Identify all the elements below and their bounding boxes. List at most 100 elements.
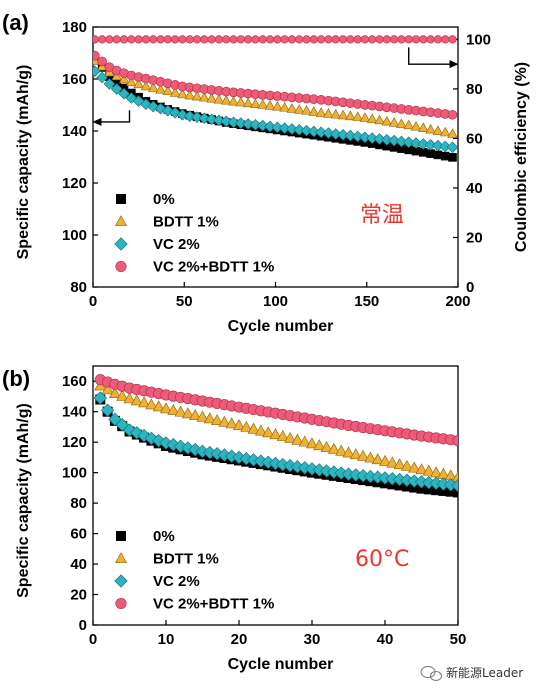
data-point [446,141,458,154]
data-point [126,76,137,87]
data-point [322,127,335,139]
y2-tick-label: 0 [466,279,474,296]
data-point [389,143,399,152]
data-point [213,93,225,104]
efficiency-point [273,35,282,44]
efficiency-point [141,35,151,44]
data-point [432,139,444,152]
data-point [364,451,377,463]
efficiency-point [244,35,253,44]
efficiency-point [411,35,421,44]
data-point [96,71,108,84]
data-point [284,431,297,443]
data-point [431,485,442,496]
data-point [315,126,327,139]
legend-marker [116,531,126,541]
data-point [419,148,428,157]
data-point [424,138,437,151]
data-point [417,138,430,150]
data-point [101,383,114,395]
data-point [220,95,232,105]
data-point [254,424,267,436]
efficiency-point [346,35,355,44]
y-tick-label: 120 [62,175,87,192]
data-point [110,83,123,95]
data-point [133,78,144,89]
legend-label: VC 2%+BDTT 1% [153,596,274,613]
x-tick-label: 30 [304,631,321,648]
left-arrow-head [92,117,102,126]
x-tick-label: 200 [445,293,470,310]
data-point [118,87,130,100]
data-point [177,88,188,99]
data-point [320,440,333,452]
data-point [138,396,151,408]
efficiency-point [309,35,318,44]
data-point [183,110,196,122]
y-tick-label: 160 [62,373,87,390]
data-point [291,433,304,445]
efficiency-point [149,35,158,44]
data-point [100,403,115,417]
legend: 0% BDTT 1% VC 2% VC 2%+BDTT 1% [114,191,274,276]
y-tick-label: 80 [70,279,87,296]
data-point [211,414,224,425]
legend-label: 0% [153,528,175,545]
data-point [396,118,407,128]
legend-marker [114,215,128,227]
data-point [423,484,434,495]
efficiency-point [390,35,399,44]
legend-marker [115,597,127,610]
x-tick-label: 0 [89,631,97,648]
y2-tick-label: 60 [466,130,483,147]
efficiency-point [317,35,326,44]
data-point [174,405,187,417]
data-point [366,132,379,144]
data-point [93,391,107,405]
data-point [152,400,165,412]
data-point [249,119,262,131]
panel-label: (a) [2,10,29,35]
efficiency-point [251,35,260,44]
efficiency-point [222,35,231,44]
data-point [425,123,436,134]
data-point [220,115,233,128]
data-point [374,114,385,125]
efficiency-point [105,35,114,44]
efficiency-point [419,35,428,44]
data-point [272,100,283,111]
data-point [439,126,451,137]
y-tick-label: 140 [62,404,87,421]
data-point [373,133,386,145]
efficiency-point [127,35,136,44]
data-point [189,408,202,420]
legend-marker [115,260,127,273]
y-tick-label: 100 [62,227,87,244]
x-tick-label: 50 [450,631,467,648]
x-tick-label: 50 [176,293,193,310]
y-tick-label: 80 [70,495,87,512]
data-markers [93,374,458,498]
efficiency-point [441,35,450,44]
y-axis-label: Specific capacity (mAh/g) [15,403,32,598]
data-point [451,470,458,482]
efficiency-point [375,35,384,44]
data-point [359,112,371,122]
right-arrow-head [449,60,459,69]
data-point [301,105,312,115]
data-point [247,422,260,434]
efficiency-point [134,35,143,44]
legend-marker [114,574,128,588]
efficiency-point [368,35,377,44]
data-point [286,123,298,135]
data-point [452,435,458,447]
x-tick-label: 0 [89,293,97,310]
data-point [330,108,341,119]
data-point [278,122,291,134]
data-point [199,91,210,102]
series-bdtt-1- [93,55,458,138]
y2-tick-label: 100 [466,31,491,48]
data-point [123,392,136,404]
efficiency-point [200,35,209,44]
